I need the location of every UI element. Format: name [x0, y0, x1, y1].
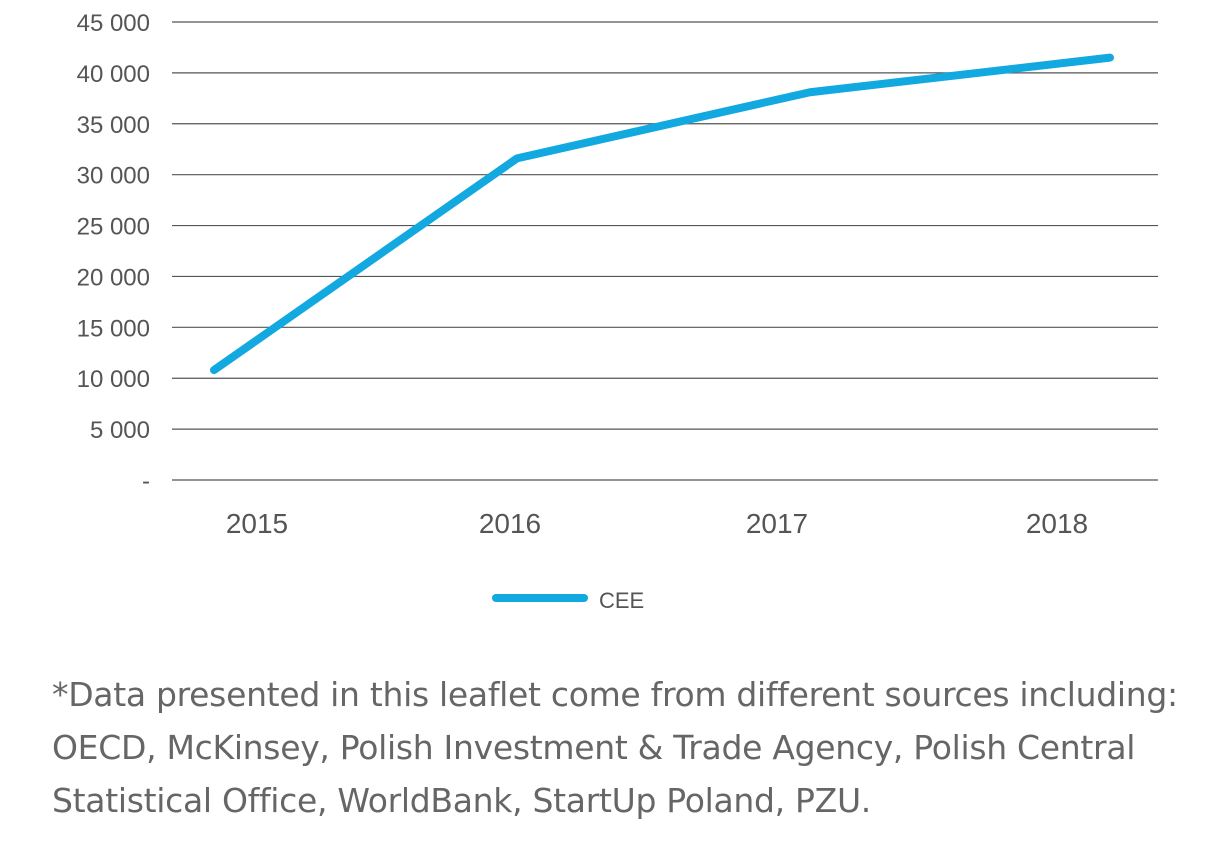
y-tick-label: 30 000	[77, 163, 150, 190]
legend-label: CEE	[599, 588, 644, 613]
y-tick-label: 45 000	[77, 10, 150, 37]
y-tick-label: -	[142, 468, 150, 495]
series-line-cee	[210, 53, 1114, 375]
line-chart: - 5 000 10 000 15 000 20 000 25 000 30 000 35 0…	[77, 10, 1158, 613]
y-tick-label: 5 000	[90, 417, 150, 444]
y-tick-label: 15 000	[77, 315, 150, 342]
y-tick-label: 40 000	[77, 61, 150, 88]
y-tick-label: 35 000	[77, 112, 150, 139]
y-tick-label: 25 000	[77, 214, 150, 241]
y-tick-label: 20 000	[77, 264, 150, 291]
x-tick-label: 2015	[226, 508, 288, 539]
y-tick-label: 10 000	[77, 366, 150, 393]
x-tick-label: 2017	[746, 508, 808, 539]
x-tick-label: 2016	[479, 508, 541, 539]
x-tick-label: 2018	[1026, 508, 1088, 539]
footnote: *Data presented in this leaflet come fro…	[52, 675, 1178, 820]
